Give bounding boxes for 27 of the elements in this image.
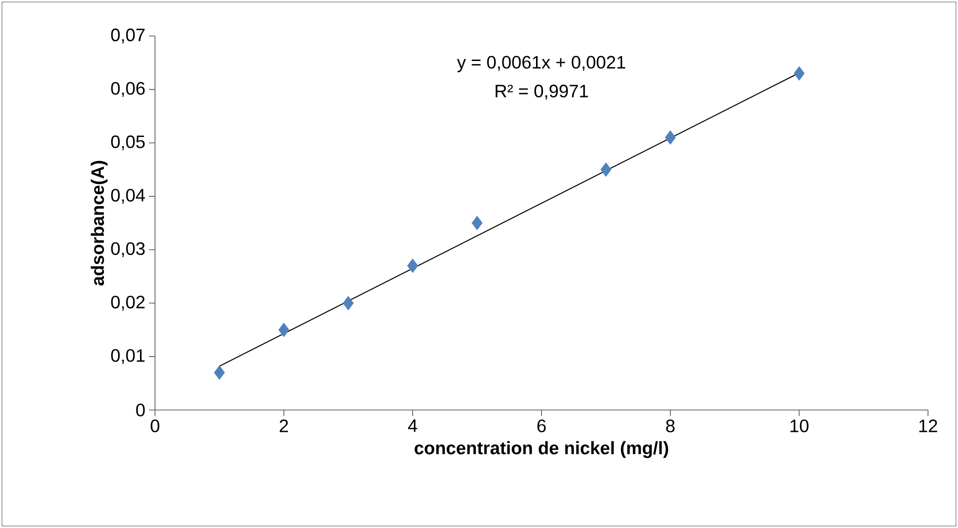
point	[794, 66, 805, 81]
x-tick-label: 2	[280, 420, 288, 432]
x-axis-title: concentration de nickel (mg/l)	[414, 441, 668, 458]
annotation: R² = 0,9971	[496, 84, 588, 100]
y-axis-title: adsorbance(A)	[90, 160, 108, 286]
y-tick-label: 0,04	[111, 188, 145, 204]
x-tick-label: 0	[150, 420, 160, 432]
point	[664, 130, 676, 145]
x-tick-label: 8	[666, 420, 675, 432]
y-tick-label: 0,06	[111, 82, 145, 97]
x-tick-label: 4	[408, 420, 418, 432]
y-tick-label: 0,05	[111, 135, 145, 150]
x-tick-label: 10	[790, 420, 808, 432]
point	[600, 162, 612, 177]
y-tick-label: 0	[136, 404, 145, 416]
point	[214, 365, 225, 380]
y-tick-label: 0,07	[111, 28, 145, 44]
annotation: y = 0,0061x + 0,0021	[456, 56, 626, 72]
x-tick-label: 6	[537, 420, 546, 432]
y-tick-label: 0,01	[111, 349, 145, 364]
point	[278, 322, 290, 338]
y-tick-label: 0,03	[111, 242, 145, 258]
x-tick-label: 12	[919, 420, 938, 432]
point	[472, 216, 483, 230]
point	[342, 296, 354, 310]
point	[407, 258, 418, 273]
y-tick-label: 0,02	[111, 296, 145, 311]
